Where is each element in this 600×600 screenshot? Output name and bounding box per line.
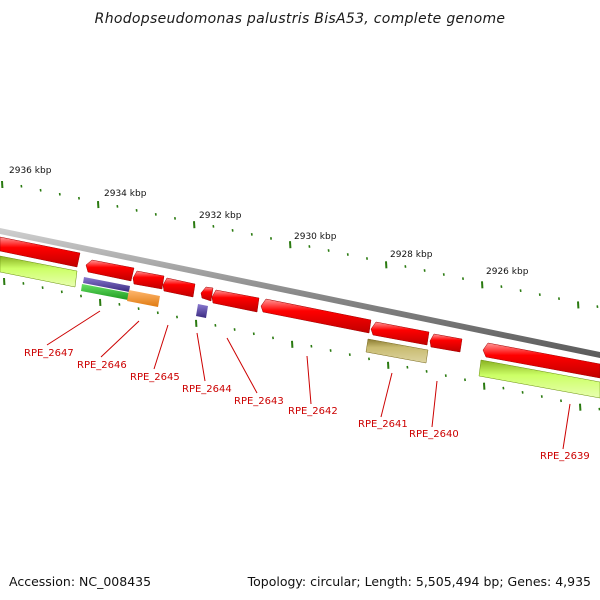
misc-feature-track [81,277,429,364]
leader-rpe-2639 [562,403,571,450]
genome-backbone [0,228,600,358]
gene-rpe-2639[interactable] [478,359,600,399]
ruler-label-2934: 2934 kbp [104,189,147,199]
gene-label-rpe-2647[interactable]: RPE_2647 [24,348,74,359]
inner-tick-ruler [3,277,600,411]
ruler-labels: 2936 kbp 2934 kbp 2932 kbp 2930 kbp 2928… [9,166,529,277]
gene-labels: RPE_2647 RPE_2646 RPE_2645 RPE_2644 RPE_… [24,348,590,462]
feature-orange-rpe-2645[interactable] [127,290,160,307]
leader-rpe-2646 [100,320,140,358]
leader-rpe-2642 [306,355,312,405]
feature-purple-rpe-2644[interactable] [196,304,208,318]
ruler-label-2926: 2926 kbp [486,267,529,277]
ruler-label-2932: 2932 kbp [199,211,242,221]
cds-rpe-2645[interactable] [132,270,165,290]
cds-rpe-2639[interactable] [482,342,600,379]
gene-label-rpe-2643[interactable]: RPE_2643 [234,396,284,407]
feature-green-rpe-2646[interactable] [81,284,129,300]
gene-track [0,255,600,399]
gene-label-rpe-2644[interactable]: RPE_2644 [182,384,232,395]
outer-tick-ruler [1,180,599,309]
accession-text: Accession: NC_008435 [9,574,151,589]
gene-label-rpe-2642[interactable]: RPE_2642 [288,406,338,417]
leader-rpe-2641 [380,372,393,418]
leader-rpe-2640 [431,380,438,428]
cds-rpe-2643[interactable] [200,286,214,302]
leader-rpe-2647 [46,310,101,346]
gene-rpe-2647[interactable] [0,255,78,288]
gene-label-rpe-2641[interactable]: RPE_2641 [358,419,408,430]
cds-rpe-2640[interactable] [429,333,463,353]
genome-summary-text: Topology: circular; Length: 5,505,494 bp… [247,574,591,589]
cds-rpe-2644[interactable] [162,277,196,298]
leader-rpe-2643 [226,337,258,394]
cds-rpe-2641[interactable] [370,321,430,346]
gene-label-rpe-2639[interactable]: RPE_2639 [540,451,590,462]
gene-label-rpe-2646[interactable]: RPE_2646 [77,360,127,371]
feature-purple-rpe-2646[interactable] [83,277,130,292]
leader-rpe-2645 [153,324,169,370]
cds-rpe-2646[interactable] [85,259,135,282]
cds-rpe-2642a[interactable] [211,289,260,313]
cds-rpe-2647[interactable] [0,236,81,268]
feature-khaki-rpe-2641[interactable] [365,338,429,364]
label-leader-lines [46,310,571,450]
map-title: Rhodopseudomonas palustris BisA53, compl… [95,11,506,27]
ruler-label-2928: 2928 kbp [390,250,433,260]
cds-track [0,236,600,379]
gene-label-rpe-2640[interactable]: RPE_2640 [409,429,459,440]
leader-rpe-2644 [196,332,206,382]
ruler-label-2936: 2936 kbp [9,166,52,176]
gene-label-rpe-2645[interactable]: RPE_2645 [130,372,180,383]
cds-rpe-2642[interactable] [260,298,372,334]
ruler-label-2930: 2930 kbp [294,232,337,242]
